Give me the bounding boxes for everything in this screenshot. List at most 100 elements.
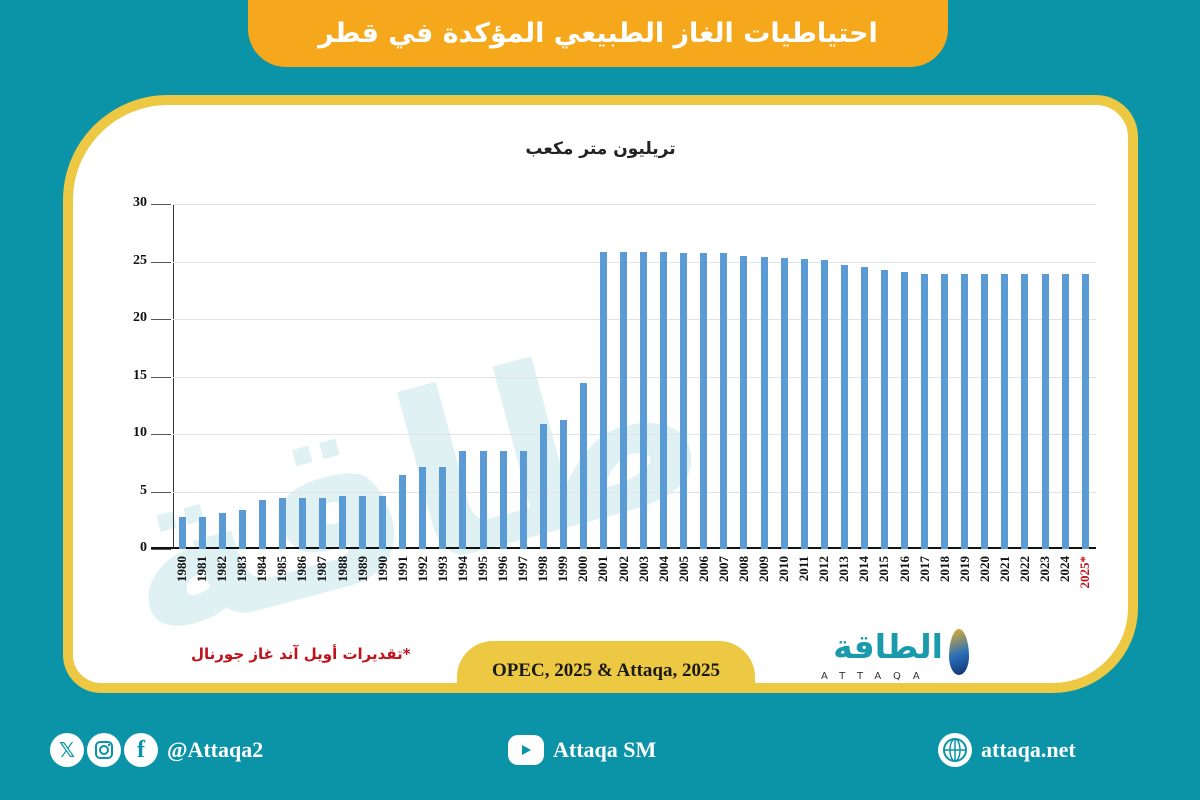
x-tick-label: 1992 xyxy=(414,556,430,582)
y-tick-label: 10 xyxy=(133,425,147,440)
website-link[interactable]: attaqa.net xyxy=(981,737,1076,762)
x-tick-label: 2006 xyxy=(695,556,711,582)
bar-1983 xyxy=(238,509,246,549)
x-tick-label: 2001 xyxy=(595,556,611,582)
youtube-footer: Attaqa SM xyxy=(508,720,656,780)
x-tick-label: 1994 xyxy=(454,556,470,582)
x-tick-label: 2019 xyxy=(956,556,972,582)
y-tick-label: 30 xyxy=(133,195,147,210)
x-tick-label: 2004 xyxy=(655,556,671,582)
y-tick-label: 25 xyxy=(133,252,147,268)
facebook-icon[interactable]: f xyxy=(124,733,158,767)
bar-2019 xyxy=(961,274,969,549)
title-banner: احتياطيات الغاز الطبيعي المؤكدة في قطر xyxy=(248,0,948,67)
estimate-note: *تقديرات أويل آند غاز جورنال xyxy=(191,645,411,663)
bar-2010 xyxy=(780,258,788,549)
chart-card-inner: طاقة تريليون متر مكعب 0 5 10 15 20 25 30 1980 19… xyxy=(73,105,1128,683)
bar-2017 xyxy=(921,274,929,549)
bar-1999 xyxy=(559,420,567,549)
source-label: OPEC, 2025 & Attaqa, 2025 xyxy=(457,641,755,683)
brand-name-ar: الطاقة xyxy=(833,627,943,666)
bar-1987 xyxy=(318,498,326,549)
bar-1988 xyxy=(339,496,347,549)
social-handle[interactable]: @Attaqa2 xyxy=(167,737,264,762)
y-tick-label: 20 xyxy=(133,310,147,325)
x-icon[interactable]: 𝕏 xyxy=(50,733,84,767)
instagram-icon[interactable] xyxy=(87,733,121,767)
bar-2013 xyxy=(840,264,848,549)
bar-2022 xyxy=(1021,274,1029,549)
x-tick-label: 2025* xyxy=(1077,556,1093,589)
x-tick-label: 1997 xyxy=(515,556,531,582)
bar-2011 xyxy=(800,259,808,549)
x-tick-label: 2009 xyxy=(756,556,772,582)
y-tick xyxy=(151,491,171,493)
bar-2000 xyxy=(579,383,587,549)
x-tick-label: 2016 xyxy=(896,556,912,582)
bar-2005 xyxy=(680,253,688,549)
x-tick-label: 1999 xyxy=(555,556,571,582)
bar-2015 xyxy=(880,269,888,549)
bar-2003 xyxy=(640,252,648,549)
x-tick-label: 2000 xyxy=(575,556,591,582)
bar-2007 xyxy=(720,253,728,549)
x-tick-label: 2021 xyxy=(996,556,1012,582)
x-tick-label: 2018 xyxy=(936,556,952,582)
bar-2012 xyxy=(820,260,828,549)
y-tick xyxy=(151,549,171,550)
x-tick-label: 1998 xyxy=(535,556,551,582)
x-tick-label: 2003 xyxy=(635,556,651,582)
bar-1997 xyxy=(519,451,527,549)
x-tick-label: 1987 xyxy=(314,556,330,582)
bar-1995 xyxy=(479,451,487,549)
y-tick xyxy=(151,319,171,320)
x-tick-label: 2002 xyxy=(615,556,631,582)
chart-card: طاقة تريليون متر مكعب 0 5 10 15 20 25 30 1980 19… xyxy=(63,95,1138,693)
bar-1984 xyxy=(258,499,266,549)
x-tick-label: 1983 xyxy=(234,556,250,582)
website-footer: attaqa.net xyxy=(938,720,1076,780)
bar-1993 xyxy=(439,467,447,549)
unit-label: تريليون متر مكعب xyxy=(525,139,676,159)
x-tick-label: 2015 xyxy=(876,556,892,582)
bar-1989 xyxy=(359,496,367,549)
bar-2008 xyxy=(740,255,748,549)
globe-icon[interactable] xyxy=(938,733,972,767)
flame-icon xyxy=(949,629,969,675)
x-tick-label: 1985 xyxy=(274,556,290,582)
bar-2025 xyxy=(1081,274,1089,549)
bar-2016 xyxy=(901,271,909,549)
gridline xyxy=(173,204,1096,205)
x-tick-label: 1995 xyxy=(475,556,491,582)
bar-2009 xyxy=(760,256,768,549)
x-tick-label: 1981 xyxy=(194,556,210,582)
bar-1980 xyxy=(178,516,186,549)
bar-1981 xyxy=(198,516,206,549)
youtube-handle[interactable]: Attaqa SM xyxy=(553,737,657,762)
x-tick-label: 1986 xyxy=(294,556,310,582)
x-tick-label: 1993 xyxy=(434,556,450,582)
y-tick-label: 15 xyxy=(133,367,147,383)
bar-2021 xyxy=(1001,274,1009,549)
x-tick-label: 2012 xyxy=(816,556,832,582)
brand-logo: الطاقة ATTAQA xyxy=(811,627,981,683)
bar-2006 xyxy=(700,253,708,549)
plot-area: 0 5 10 15 20 25 30 1980 1981 1982 1983 1984 1985 1986… xyxy=(133,195,1096,589)
youtube-icon[interactable] xyxy=(508,735,544,765)
bar-1991 xyxy=(399,475,407,549)
bar-2024 xyxy=(1061,274,1069,549)
x-tick-label: 1991 xyxy=(394,556,410,582)
x-tick-label: 1988 xyxy=(334,556,350,582)
gridline xyxy=(173,261,1096,263)
gridline xyxy=(173,491,1096,493)
bar-2014 xyxy=(860,267,868,549)
x-tick-label: 2014 xyxy=(856,556,872,582)
bar-1990 xyxy=(379,496,387,549)
bar-2018 xyxy=(941,274,949,549)
bar-1982 xyxy=(218,513,226,549)
x-tick-label: 2013 xyxy=(836,556,852,582)
x-tick-label: 1990 xyxy=(374,556,390,582)
x-tick-label: 2023 xyxy=(1037,556,1052,582)
y-tick-label: 5 xyxy=(140,482,147,498)
brand-name-en: ATTAQA xyxy=(821,671,932,682)
